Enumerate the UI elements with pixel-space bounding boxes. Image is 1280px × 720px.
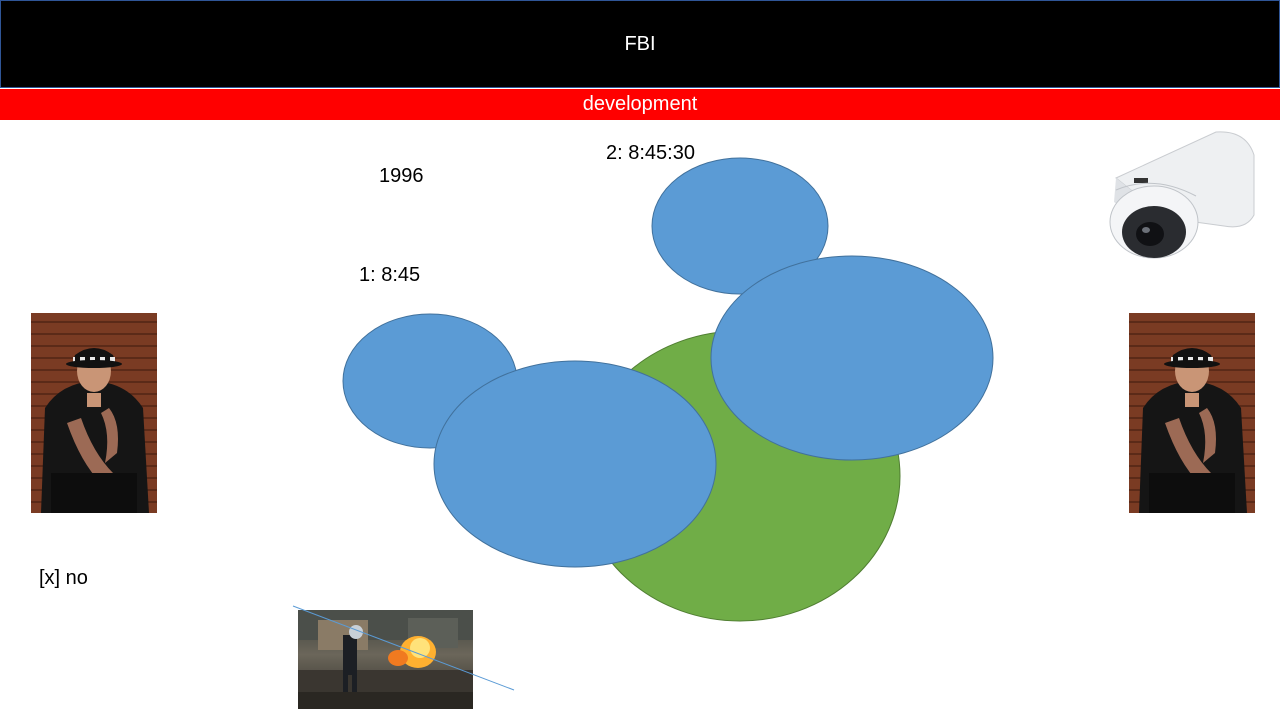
year-label: 1996 (379, 165, 424, 187)
officer-photo-right (1129, 313, 1255, 513)
blue-ellipse-large-left (433, 360, 717, 568)
time-label-1: 1: 8:45 (359, 264, 421, 286)
security-camera-image (1106, 130, 1256, 262)
page-title: FBI (624, 32, 656, 55)
officer-icon (41, 348, 149, 513)
subtitle-bar: development (0, 89, 1280, 120)
riot-photo (298, 610, 473, 709)
title-bar: FBI (0, 0, 1280, 88)
green-circle (579, 330, 901, 622)
officer-icon (1139, 348, 1247, 513)
blue-ellipse-large-right (710, 255, 994, 461)
riot-scene-icon (298, 610, 473, 709)
blue-ellipse-small-left (342, 313, 518, 449)
time-label-2: 2: 8:45:30 (606, 142, 695, 164)
blue-ellipse-small-top (651, 157, 829, 295)
camera-icon (1109, 131, 1255, 259)
officer-photo-left (31, 313, 157, 513)
checkbox-label: [x] no (39, 567, 88, 589)
page-subtitle: development (582, 93, 698, 115)
